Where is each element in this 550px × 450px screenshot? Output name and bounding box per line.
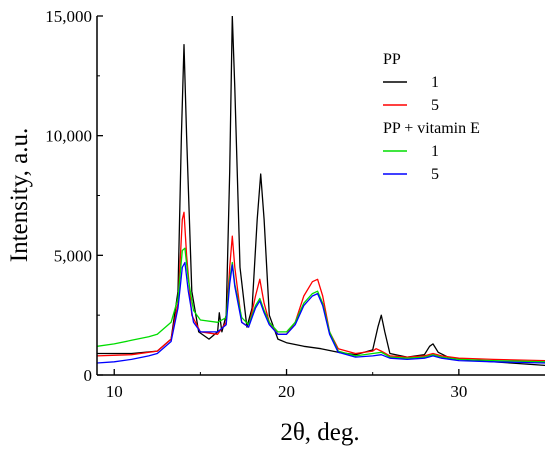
y-tick-label: 5,000 <box>54 246 92 265</box>
x-tick-label: 20 <box>278 382 295 401</box>
x-tick-label: 10 <box>106 382 123 401</box>
series-line-4 <box>97 261 545 364</box>
series-line-3 <box>97 247 545 363</box>
legend-entry-label: 5 <box>431 97 439 114</box>
y-tick-label: 10,000 <box>45 127 92 146</box>
y-axis-title: Intensity, a.u. <box>6 128 33 262</box>
legend-group-title: PP + vitamin E <box>383 120 480 137</box>
y-tick-label: 0 <box>84 366 93 385</box>
legend: PP 1 5 PP + vitamin E 1 5 <box>383 51 480 183</box>
x-axis-title: 2θ, deg. <box>280 419 359 446</box>
legend-entry-label: 5 <box>431 166 439 183</box>
y-tick-label: 15,000 <box>45 7 92 26</box>
x-tick-label: 30 <box>450 382 467 401</box>
legend-entry-label: 1 <box>431 74 439 91</box>
plot-area <box>97 16 545 367</box>
series-line-1 <box>97 16 545 367</box>
legend-group-title: PP <box>383 51 401 68</box>
legend-entry-label: 1 <box>431 143 439 160</box>
axes: 0 5,000 10,000 15,000 10 20 30 <box>45 7 545 401</box>
series-line-2 <box>97 211 545 362</box>
